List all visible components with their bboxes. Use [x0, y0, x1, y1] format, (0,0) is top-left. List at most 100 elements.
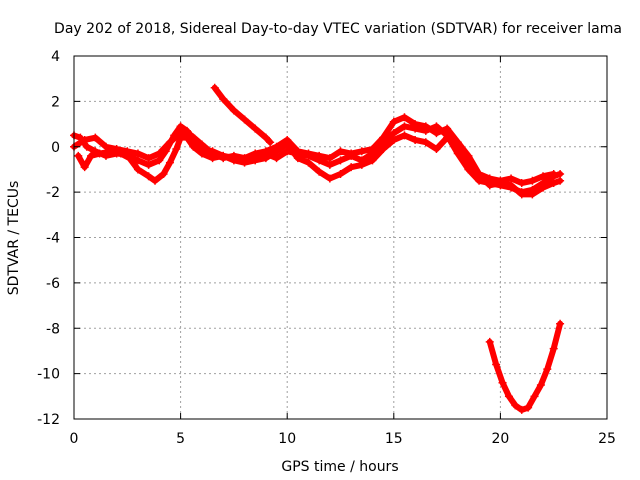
data-point — [151, 176, 160, 185]
data-point — [347, 163, 356, 172]
data-point — [336, 156, 345, 165]
data-point — [251, 124, 260, 133]
data-point — [219, 154, 228, 163]
data-point — [125, 154, 134, 163]
ticks — [73, 55, 608, 420]
data-point — [421, 138, 430, 147]
data-point — [530, 392, 539, 401]
data-point — [283, 135, 292, 144]
data-point — [112, 145, 121, 154]
data-point — [251, 149, 260, 158]
series-low-arc — [485, 319, 565, 414]
data-point — [91, 133, 100, 142]
data-point — [74, 151, 83, 160]
chart-title: Day 202 of 2018, Sidereal Day-to-day VTE… — [54, 21, 622, 37]
x-tick-label: 5 — [176, 431, 185, 447]
data-point — [517, 179, 526, 188]
data-point — [524, 403, 533, 412]
data-point — [485, 337, 494, 346]
data-point — [504, 392, 513, 401]
data-point — [176, 129, 185, 138]
data-point — [475, 169, 484, 178]
data-point — [443, 124, 452, 133]
series-descending-arc — [210, 83, 275, 147]
data-point — [261, 147, 270, 156]
series-main-trace-c — [70, 113, 558, 188]
data-point — [432, 129, 441, 138]
series-line — [71, 114, 557, 187]
y-tick-label: -10 — [37, 367, 60, 383]
y-tick-label: -2 — [46, 185, 60, 201]
data-point — [251, 156, 260, 165]
data-point — [123, 147, 132, 156]
data-point — [101, 142, 110, 151]
y-tick-label: -6 — [46, 276, 60, 292]
data-point — [197, 140, 206, 149]
y-tick-label: 4 — [51, 49, 60, 65]
data-point — [368, 145, 377, 154]
data-point — [133, 156, 142, 165]
data-point — [511, 401, 520, 410]
data-point — [498, 378, 507, 387]
data-point — [347, 149, 356, 158]
data-point — [379, 133, 388, 142]
data-point — [266, 138, 275, 147]
data-point — [82, 142, 91, 151]
x-tick-label: 10 — [278, 431, 296, 447]
data-point — [496, 176, 505, 185]
data-point — [229, 106, 238, 115]
data-point — [357, 160, 366, 169]
data-point — [389, 135, 398, 144]
data-point — [368, 156, 377, 165]
data-point — [165, 138, 174, 147]
data-point — [411, 135, 420, 144]
data-point — [492, 360, 501, 369]
data-point — [189, 142, 198, 151]
data-point — [95, 149, 104, 158]
data-point — [357, 147, 366, 156]
data-point — [325, 154, 334, 163]
data-point — [272, 154, 281, 163]
y-tick-label: -12 — [37, 412, 60, 428]
data-point — [507, 174, 516, 183]
data-point — [411, 120, 420, 129]
data-point — [325, 160, 334, 169]
data-point — [240, 154, 249, 163]
data-point — [159, 169, 168, 178]
data-point — [240, 115, 249, 124]
data-point — [528, 176, 537, 185]
data-point — [272, 142, 281, 151]
tick-labels: 0 5 10 15 20 25 -12 -10 -8 -6 -4 -2 0 2 4 — [37, 49, 616, 447]
data-point — [187, 131, 196, 140]
data-point — [293, 147, 302, 156]
data-point — [144, 154, 153, 163]
data-layer — [70, 83, 565, 414]
data-point — [80, 135, 89, 144]
data-point — [379, 145, 388, 154]
data-point — [543, 365, 552, 374]
data-point — [556, 319, 565, 328]
data-point — [443, 133, 452, 142]
data-point — [87, 151, 96, 160]
x-tick-label: 15 — [385, 431, 403, 447]
data-point — [176, 122, 185, 131]
data-point — [261, 133, 270, 142]
data-point — [144, 172, 153, 181]
data-point — [389, 117, 398, 126]
data-point — [528, 190, 537, 199]
data-point — [539, 183, 548, 192]
data-point — [315, 167, 324, 176]
data-point — [219, 95, 228, 104]
data-point — [336, 169, 345, 178]
data-point — [172, 145, 181, 154]
data-point — [432, 122, 441, 131]
data-point — [517, 405, 526, 414]
data-point — [464, 151, 473, 160]
data-point — [517, 190, 526, 199]
data-point — [304, 158, 313, 167]
data-point — [485, 174, 494, 183]
data-point — [485, 181, 494, 190]
y-tick-label: 2 — [51, 94, 60, 110]
gridlines — [74, 56, 607, 419]
